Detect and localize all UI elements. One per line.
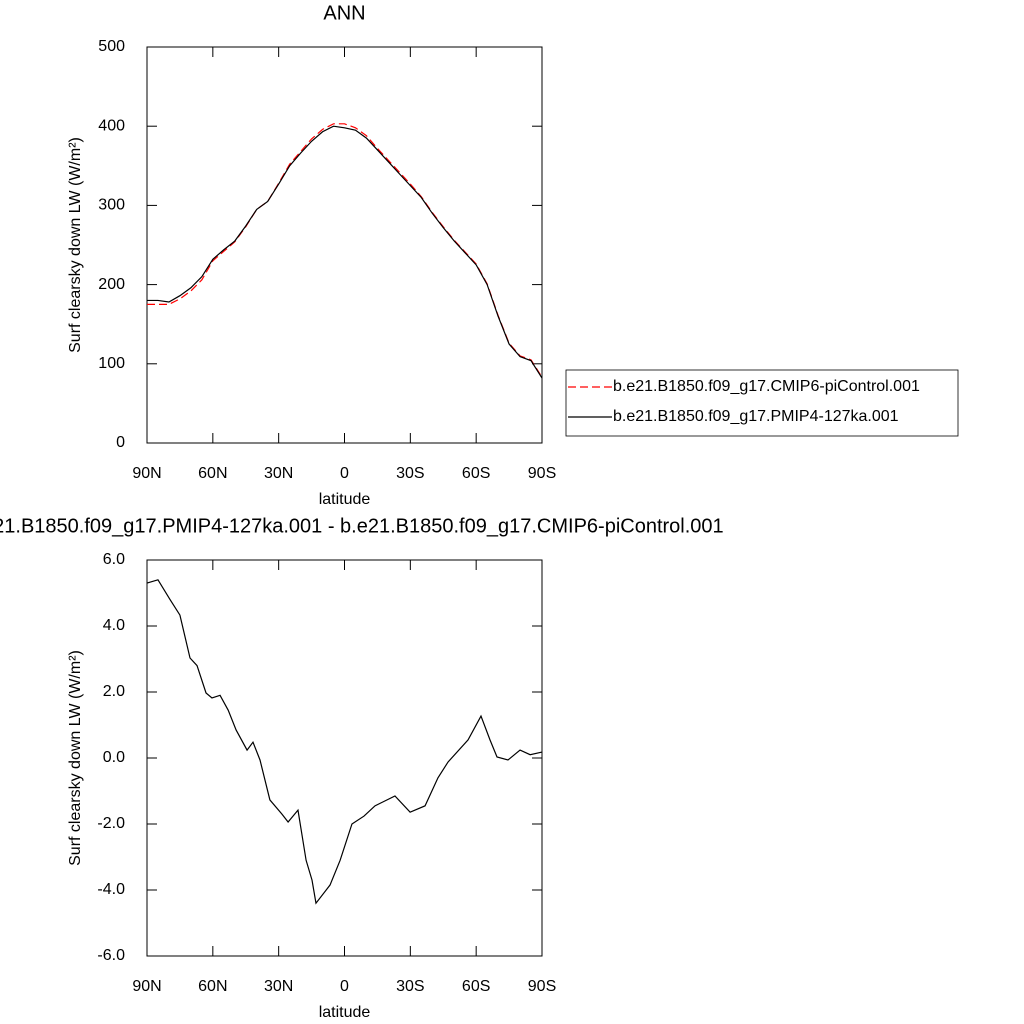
x-tick-label: 30S	[396, 978, 424, 995]
data-line	[146, 579, 543, 905]
x-tick-label: 0	[340, 465, 349, 482]
legend-box	[565, 369, 959, 437]
y-tick-label: -4.0	[97, 881, 125, 898]
y-tick-label: 0.0	[103, 749, 125, 766]
chart-title: ANN	[323, 2, 365, 24]
legend-label: b.e21.B1850.f09_g17.PMIP4-127ka.001	[613, 408, 899, 425]
y-tick-label: 200	[98, 276, 125, 293]
y-tick-label: 4.0	[103, 617, 125, 634]
y-tick-label: 100	[98, 355, 125, 372]
y-tick-label: 300	[98, 197, 125, 214]
y-axis-label: Surf clearsky down LW (W/m²)	[67, 650, 84, 866]
x-tick-label: 60N	[198, 465, 227, 482]
x-tick-label: 60S	[462, 978, 490, 995]
y-tick-label: 6.0	[103, 551, 125, 568]
x-tick-label: 90N	[132, 465, 161, 482]
y-tick-label: 2.0	[103, 683, 125, 700]
y-axis-label: Surf clearsky down LW (W/m²)	[67, 137, 84, 353]
plot-frame	[146, 46, 543, 444]
x-tick-label: 60S	[462, 465, 490, 482]
x-tick-label: 30N	[264, 465, 293, 482]
x-tick-label: 90S	[528, 465, 556, 482]
x-tick-label: 30N	[264, 978, 293, 995]
chart-title: b.e21.B1850.f09_g17.PMIP4-127ka.001 - b.…	[0, 515, 724, 537]
x-axis-label: latitude	[319, 1004, 371, 1021]
x-axis-label: latitude	[319, 491, 371, 508]
y-tick-label: -2.0	[97, 815, 125, 832]
y-tick-label: -6.0	[97, 947, 125, 964]
legend-label: b.e21.B1850.f09_g17.CMIP6-piControl.001	[613, 378, 920, 395]
x-tick-label: 60N	[198, 978, 227, 995]
y-tick-label: 400	[98, 117, 125, 134]
x-tick-label: 90S	[528, 978, 556, 995]
x-tick-label: 90N	[132, 978, 161, 995]
data-line	[147, 125, 543, 379]
y-tick-label: 500	[98, 38, 125, 55]
x-tick-label: 30S	[396, 465, 424, 482]
data-line	[147, 123, 543, 378]
plot-frame	[146, 559, 543, 957]
y-tick-label: 0	[116, 434, 125, 451]
x-tick-label: 0	[340, 978, 349, 995]
